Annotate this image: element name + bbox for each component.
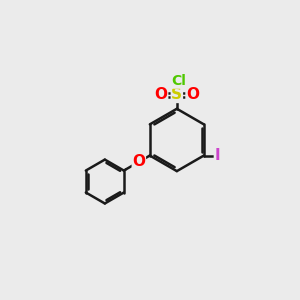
Text: I: I — [214, 148, 220, 163]
Text: O: O — [186, 87, 199, 102]
Text: O: O — [132, 154, 145, 169]
Text: Cl: Cl — [172, 74, 187, 88]
Text: S: S — [171, 87, 182, 102]
Text: O: O — [154, 87, 168, 102]
